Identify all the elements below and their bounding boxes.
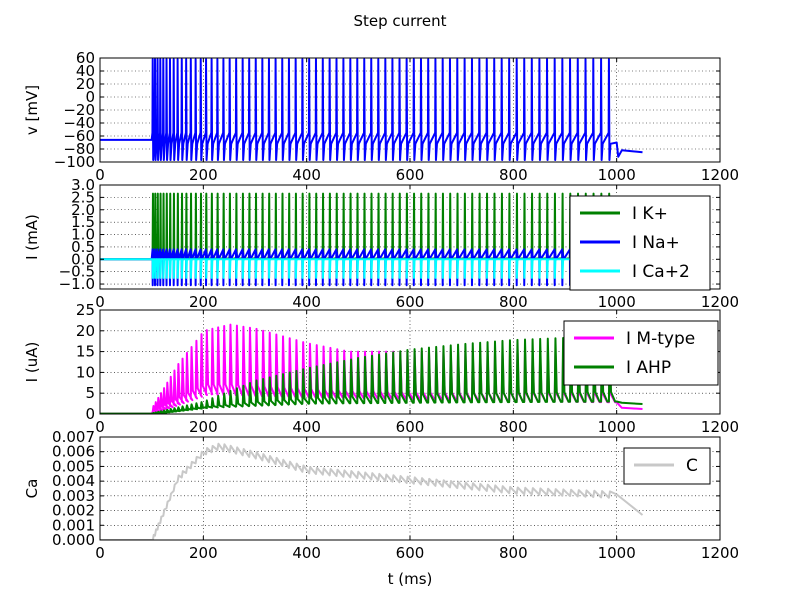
x-tick-label: 200 <box>189 544 218 562</box>
series-line <box>100 442 644 540</box>
x-tick-label: 800 <box>499 418 528 436</box>
x-tick-label: 600 <box>396 418 425 436</box>
y-axis-label: I (mA) <box>23 214 41 260</box>
x-tick-label: 1200 <box>701 293 739 311</box>
x-tick-label: 1000 <box>598 293 636 311</box>
y-tick-label: 20 <box>76 75 95 93</box>
y-tick-label: 0.001 <box>52 516 95 534</box>
x-tick-label: 1000 <box>598 544 636 562</box>
y-tick-label: −1.0 <box>59 275 95 293</box>
y-tick-label: 25 <box>76 301 95 319</box>
x-tick-label: 400 <box>292 418 321 436</box>
y-axis-label: Ca <box>23 479 41 499</box>
y-tick-label: −80 <box>63 140 95 158</box>
legend: C <box>623 447 711 485</box>
legend-label: I Na+ <box>632 233 680 253</box>
x-tick-label: 0 <box>95 293 105 311</box>
y-tick-label: 20 <box>76 322 95 340</box>
legend-label: I AHP <box>626 358 671 378</box>
y-tick-label: 0.0 <box>71 250 95 268</box>
legend-box <box>563 320 719 386</box>
y-tick-label: 1.0 <box>71 226 95 244</box>
y-tick-label: 10 <box>76 363 95 381</box>
y-tick-label: −100 <box>54 153 95 171</box>
x-tick-label: 1200 <box>701 418 739 436</box>
x-tick-label: 800 <box>499 544 528 562</box>
y-tick-label: −20 <box>63 101 95 119</box>
x-axis-label: t (ms) <box>388 570 433 588</box>
x-tick-label: 400 <box>292 293 321 311</box>
x-tick-label: 400 <box>292 544 321 562</box>
y-tick-label: 5 <box>85 384 95 402</box>
x-tick-label: 800 <box>499 293 528 311</box>
panel-ionic-currents: 0 200 400 600 800 1000 1200 −1.0−0.50.00.51.01.… <box>23 176 739 311</box>
y-tick-label: −40 <box>63 114 95 132</box>
y-tick-label: 0.004 <box>52 472 95 490</box>
legend: I K+ I Na+ I Ca+2 <box>569 195 711 291</box>
x-tick-label: 1200 <box>701 166 739 184</box>
x-tick-label: 0 <box>95 166 105 184</box>
x-tick-label: 800 <box>499 166 528 184</box>
x-tick-label: 0 <box>95 544 105 562</box>
y-tick-label: 0.006 <box>52 443 95 461</box>
legend-label: I Ca+2 <box>632 262 690 282</box>
y-tick-label: 60 <box>76 49 95 67</box>
y-tick-label: 0.000 <box>52 531 95 549</box>
y-tick-label: 40 <box>76 62 95 80</box>
x-tick-label: 0 <box>95 418 105 436</box>
x-tick-label: 1000 <box>598 418 636 436</box>
y-tick-label: 1.5 <box>71 213 95 231</box>
y-tick-label: 15 <box>76 343 95 361</box>
y-tick-label: 3.0 <box>71 176 95 194</box>
legend-label: C <box>686 456 698 476</box>
y-tick-label: 2.0 <box>71 201 95 219</box>
x-tick-label: 200 <box>189 418 218 436</box>
y-tick-label: 0 <box>85 405 95 423</box>
y-tick-label: −60 <box>63 127 95 145</box>
y-tick-label: 2.5 <box>71 188 95 206</box>
x-tick-label: 600 <box>396 544 425 562</box>
x-tick-label: 600 <box>396 293 425 311</box>
x-tick-label: 200 <box>189 166 218 184</box>
series-line <box>100 336 643 414</box>
x-tick-label: 1000 <box>598 166 636 184</box>
y-tick-label: 0.5 <box>71 238 95 256</box>
x-tick-label: 200 <box>189 293 218 311</box>
panel-calcium: 0 200 400 600 800 1000 12000.0000.0010.0020.00… <box>23 428 739 588</box>
figure-title: Step current <box>353 12 446 30</box>
legend: I M-type I AHP <box>563 320 719 386</box>
y-tick-label: 0 <box>85 88 95 106</box>
y-tick-label: 0.002 <box>52 502 95 520</box>
legend-label: I M-type <box>626 329 695 349</box>
y-tick-label: 0.007 <box>52 428 95 446</box>
y-axis-label: I (uA) <box>23 342 41 383</box>
y-axis-label: v [mV] <box>23 85 41 135</box>
legend-label: I K+ <box>632 204 668 224</box>
panel-voltage: 0 200 400 600 800 1000 1200−100−80−60−40−20020… <box>23 49 739 184</box>
x-tick-label: 1200 <box>701 544 739 562</box>
x-tick-label: 400 <box>292 166 321 184</box>
series-line <box>100 258 643 279</box>
y-tick-label: 0.005 <box>52 457 95 475</box>
series-line <box>100 58 643 162</box>
y-tick-label: 0.003 <box>52 487 95 505</box>
y-tick-label: −0.5 <box>59 263 95 281</box>
x-tick-label: 600 <box>396 166 425 184</box>
